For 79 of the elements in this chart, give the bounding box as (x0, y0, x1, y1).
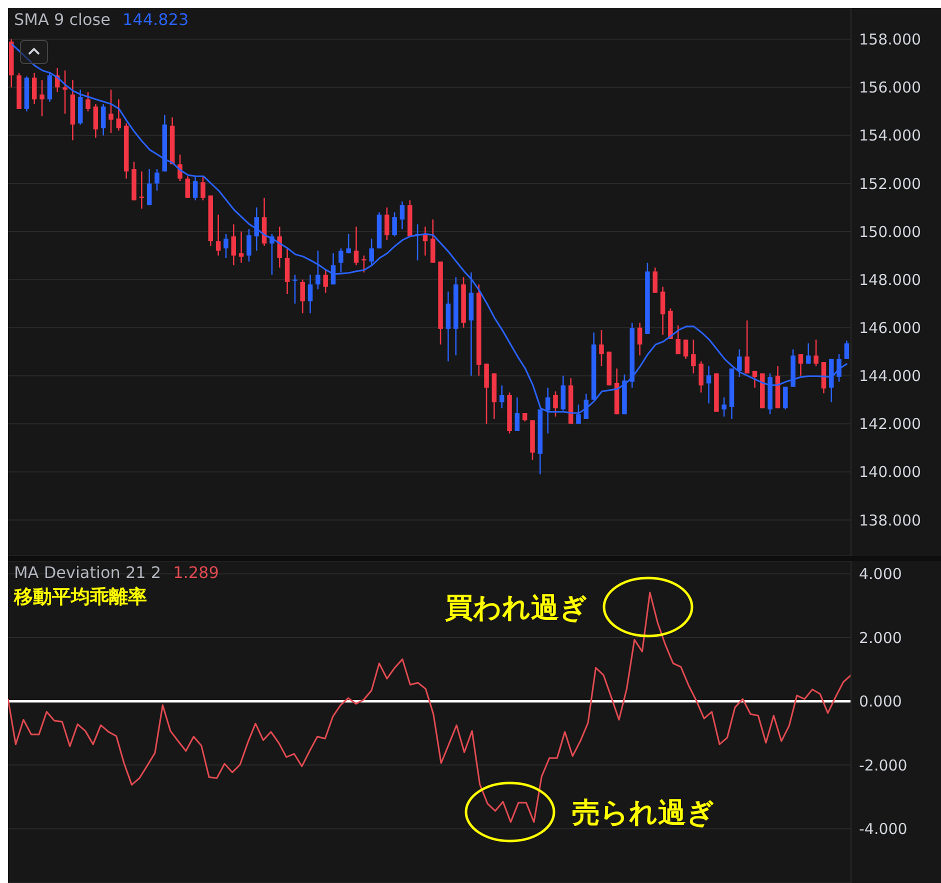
candlestick (392, 212, 397, 237)
candlestick (698, 360, 704, 394)
candlestick (277, 226, 282, 268)
y-tick-label: 154.000 (859, 126, 922, 145)
candlestick (806, 342, 811, 364)
candlestick (369, 238, 374, 266)
candlestick (323, 269, 328, 294)
candlestick (185, 176, 190, 199)
candlestick (660, 286, 666, 336)
candlestick (744, 320, 750, 374)
candlestick (200, 176, 206, 201)
y-tick-label: 142.000 (859, 415, 922, 434)
candlestick (238, 230, 244, 264)
y-tick-label: 2.000 (859, 628, 902, 647)
y-tick-label: 140.000 (859, 463, 922, 482)
y-tick-label: 138.000 (859, 511, 922, 530)
candlestick (737, 348, 742, 378)
y-tick-label: 4.000 (859, 565, 902, 584)
candlestick (814, 339, 818, 367)
candlestick (108, 89, 114, 134)
text: 移動平均乖離率 (14, 585, 148, 610)
candlestick (216, 214, 221, 256)
annotation: 買われ過ぎ (444, 590, 588, 626)
candlestick (683, 339, 688, 360)
annotation: 売られ過ぎ (572, 795, 715, 832)
candlestick (146, 168, 152, 206)
candlestick (599, 329, 604, 367)
candlestick (192, 176, 198, 201)
candlestick (292, 274, 298, 304)
candlestick (338, 248, 344, 274)
candlestick (100, 103, 106, 136)
candlestick (652, 266, 658, 294)
candlestick (836, 353, 842, 382)
candlestick (316, 250, 320, 290)
candlestick (499, 384, 504, 409)
annotation: 1.289 (173, 563, 219, 582)
candlestick (154, 168, 160, 192)
candlestick (300, 278, 305, 314)
candlestick (844, 340, 850, 360)
candlestick (691, 339, 696, 374)
candlestick (32, 72, 37, 105)
candlestick (116, 98, 122, 132)
candlestick (637, 322, 642, 356)
y-tick-label: 148.000 (859, 270, 922, 289)
candlestick (514, 396, 520, 432)
candlestick (86, 91, 90, 112)
y-tick-label: 156.000 (859, 78, 922, 97)
series-label: SMA 9 close (14, 10, 110, 29)
y-tick-label: -2.000 (859, 756, 908, 774)
candlestick (798, 353, 804, 376)
candlestick (178, 154, 182, 182)
candlestick (93, 103, 98, 138)
candlestick (553, 390, 558, 418)
y-tick-label: 0.000 (859, 692, 902, 711)
candlestick (706, 365, 712, 404)
candlestick (139, 170, 144, 210)
candlestick (40, 79, 44, 117)
candlestick (384, 206, 390, 241)
candlestick (783, 386, 788, 410)
candlestick (254, 206, 259, 252)
candlestick (752, 370, 758, 388)
candlestick (246, 228, 252, 262)
candlestick (400, 200, 405, 230)
candlestick (722, 396, 726, 418)
candlestick (362, 254, 366, 274)
text: MA Deviation 21 2 (14, 563, 162, 582)
candlestick (308, 274, 313, 314)
y-tick-label: -4.000 (859, 820, 908, 838)
y-tick-label: 152.000 (859, 174, 922, 193)
y-tick-label: 146.000 (859, 318, 922, 337)
y-tick-label: 150.000 (859, 222, 922, 241)
candlestick (676, 324, 680, 355)
y-tick-label: 144.000 (859, 367, 922, 386)
candlestick (224, 233, 228, 259)
candlestick (346, 233, 351, 254)
annotation: 144.823 (122, 10, 189, 29)
candlestick (354, 226, 359, 266)
y-tick-label: 158.000 (859, 30, 922, 49)
candlestick (231, 224, 236, 266)
